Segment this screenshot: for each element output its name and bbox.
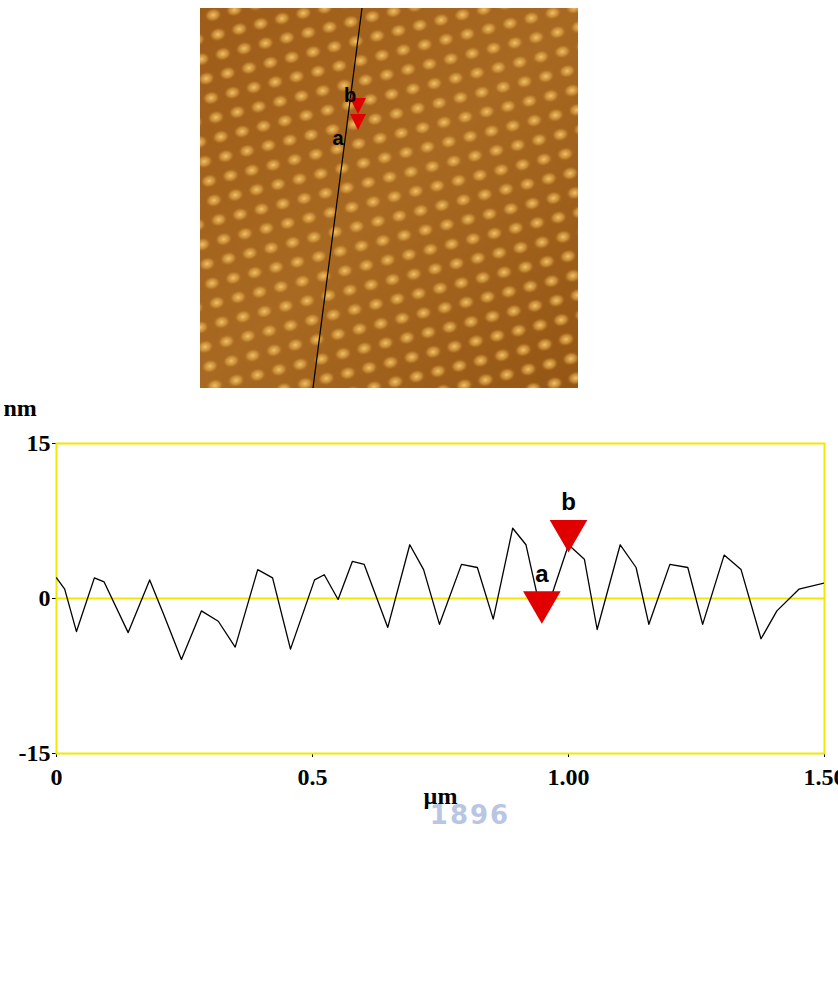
svg-text:µm: µm [423,782,458,809]
svg-text:a: a [535,560,549,587]
svg-text:1.50: 1.50 [804,764,838,790]
svg-text:a: a [332,127,344,149]
svg-text:0.5: 0.5 [298,764,328,790]
svg-text:nm: nm [4,395,37,421]
svg-text:1.00: 1.00 [548,764,590,790]
svg-text:0: 0 [39,585,51,611]
svg-text:15: 15 [27,430,51,456]
html-text:1896: 1896 [429,800,511,830]
svg-text:-15: -15 [19,740,51,766]
svg-text:0: 0 [51,764,63,790]
svg-text:b: b [344,84,356,106]
svg-text:b: b [561,488,576,515]
